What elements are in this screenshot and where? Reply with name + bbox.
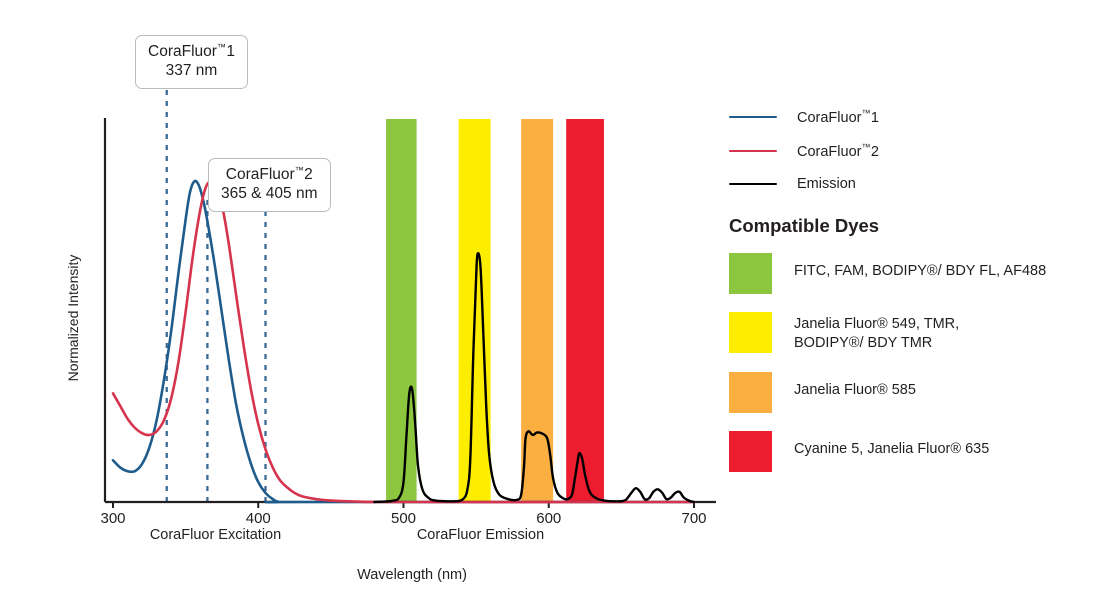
compatible-dyes-title: Compatible Dyes xyxy=(729,215,880,236)
trademark-symbol: ™ xyxy=(861,108,871,118)
dye-band-green xyxy=(386,119,417,502)
callout-corafluor1: CoraFluor™1 337 nm xyxy=(135,35,248,89)
callout-corafluor2-line1: CoraFluor™2 xyxy=(225,165,313,183)
dye-band-group xyxy=(386,119,604,502)
legend-item-label: CoraFluor™2 xyxy=(797,142,879,160)
dye-band-red xyxy=(566,119,604,502)
dye-legend-row[interactable]: FITC, FAM, BODIPY®/ BDY FL, AF488 xyxy=(729,253,1104,294)
dye-legend-row[interactable]: Janelia Fluor® 549, TMR, BODIPY®/ BDY TMR xyxy=(729,312,1104,354)
legend-line-swatch-icon xyxy=(729,149,777,153)
excitation-marker-lines xyxy=(165,90,267,502)
legend-line-swatch-icon xyxy=(729,182,777,186)
dye-legend-label: Janelia Fluor® 585 xyxy=(794,381,916,398)
spectra-series-group xyxy=(111,179,696,504)
dye-legend-label: Cyanine 5, Janelia Fluor® 635 xyxy=(794,440,990,457)
callout-corafluor1-line2: 337 nm xyxy=(165,61,218,79)
legend-item-corafluor1[interactable]: CoraFluor™1 xyxy=(729,108,1104,126)
dye-color-swatch-icon xyxy=(729,430,772,472)
legend-panel: CoraFluor™1 CoraFluor™2 Emission Compatibl… xyxy=(729,108,1104,490)
callout-corafluor2: CoraFluor™2 365 & 405 nm xyxy=(208,158,331,212)
axis-section-excitation: CoraFluor Excitation xyxy=(149,527,282,543)
legend-item-label: CoraFluor™1 xyxy=(797,108,879,126)
dye-legend-row[interactable]: Cyanine 5, Janelia Fluor® 635 xyxy=(729,430,1104,472)
legend-item-corafluor2[interactable]: CoraFluor™2 xyxy=(729,142,1104,160)
y-axis-title: Normalized Intensity xyxy=(65,254,81,382)
callout-corafluor1-line1: CoraFluor™1 xyxy=(148,42,235,60)
x-tick-label-600: 600 xyxy=(536,510,562,527)
legend-item-label: Emission xyxy=(797,176,856,192)
trademark-symbol: ™ xyxy=(861,142,871,152)
series-path-CoraFluor1 xyxy=(111,179,696,504)
trademark-symbol: ™ xyxy=(216,42,227,52)
series-path-Emission xyxy=(373,251,696,504)
legend-item-emission[interactable]: Emission xyxy=(729,176,1104,192)
dye-color-swatch-icon xyxy=(729,253,772,294)
dye-legend-row[interactable]: Janelia Fluor® 585 xyxy=(729,371,1104,413)
series-path-CoraFluor2 xyxy=(111,180,696,504)
dye-color-swatch-icon xyxy=(729,312,772,353)
x-tick-label-700: 700 xyxy=(681,510,707,527)
callout-corafluor2-line2: 365 & 405 nm xyxy=(221,184,318,202)
dye-legend-label: FITC, FAM, BODIPY®/ BDY FL, AF488 xyxy=(794,263,1047,279)
x-tick-label-400: 400 xyxy=(245,510,271,527)
compatible-dyes-list: FITC, FAM, BODIPY®/ BDY FL, AF488 Janelia… xyxy=(729,253,1104,472)
x-tick-label-500: 500 xyxy=(390,510,417,527)
series-legend-list: CoraFluor™1 CoraFluor™2 Emission xyxy=(729,108,1104,192)
x-tick-label-300: 300 xyxy=(100,510,126,527)
trademark-symbol: ™ xyxy=(294,165,305,175)
dye-legend-label: Janelia Fluor® 549, TMR, BODIPY®/ BDY TMR xyxy=(794,316,960,352)
legend-line-swatch-icon xyxy=(729,115,777,119)
dye-color-swatch-icon xyxy=(729,371,772,413)
axis-section-emission: CoraFluor Emission xyxy=(416,527,545,543)
x-axis-title: Wavelength (nm) xyxy=(357,567,467,583)
